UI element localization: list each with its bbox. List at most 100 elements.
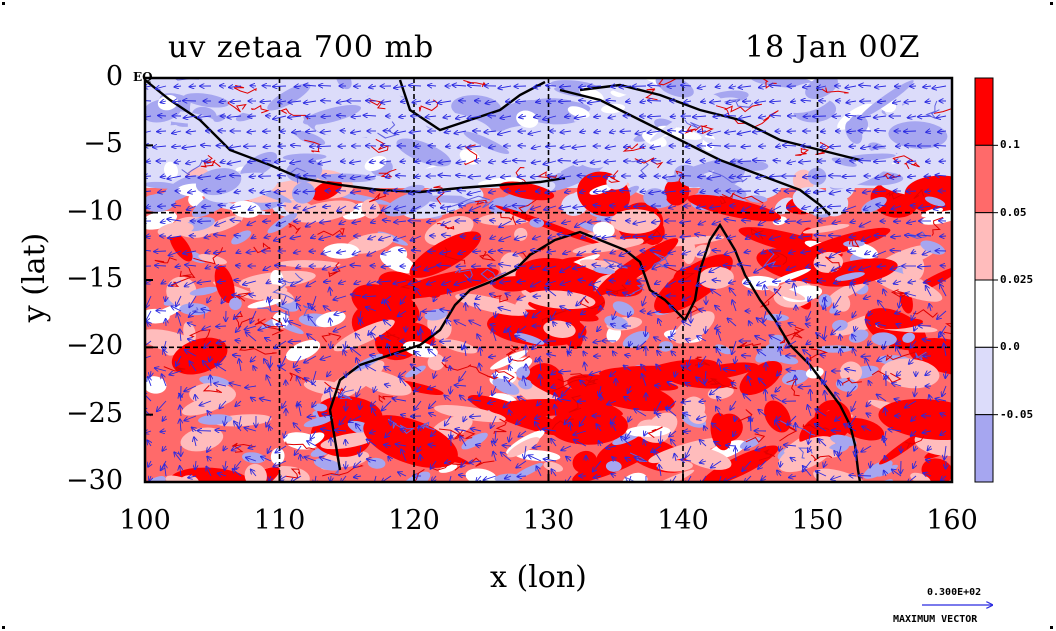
wind-vector xyxy=(292,131,302,132)
x-tick-label: 110 xyxy=(253,505,306,536)
wind-vector xyxy=(173,101,182,102)
wind-vector xyxy=(846,115,857,116)
contour-line xyxy=(745,433,766,443)
wind-vector xyxy=(610,131,617,133)
wind-vector xyxy=(474,220,482,221)
wind-vector xyxy=(517,221,527,222)
contour-line xyxy=(707,377,720,385)
wind-vector xyxy=(890,176,902,178)
reference-vector-value: 0.300E+02 xyxy=(927,587,982,598)
wind-vector xyxy=(560,131,572,132)
wind-vector xyxy=(878,101,887,102)
wind-vector xyxy=(829,236,842,237)
wind-vector xyxy=(559,206,572,208)
wind-vector xyxy=(624,146,632,147)
wind-vector xyxy=(411,205,422,211)
wind-vector xyxy=(803,176,812,177)
wind-vector xyxy=(606,146,617,148)
contour-line xyxy=(441,361,472,371)
contour-line xyxy=(684,119,702,129)
shade-blob xyxy=(738,177,782,200)
wind-vector xyxy=(753,131,767,132)
wind-vector xyxy=(860,220,872,227)
contour-line xyxy=(321,332,342,343)
shade-blob xyxy=(303,416,334,428)
wind-vector xyxy=(331,340,332,348)
wind-vector xyxy=(501,176,512,177)
contour-line xyxy=(694,125,714,135)
wind-vector xyxy=(452,85,467,86)
wind-vector xyxy=(498,130,512,134)
wind-vector xyxy=(515,266,527,267)
wind-vector xyxy=(761,206,767,209)
wind-vector xyxy=(263,221,272,222)
wind-vector xyxy=(544,205,557,210)
wind-vector xyxy=(620,131,632,132)
contour-line xyxy=(493,418,507,435)
wind-vector xyxy=(157,131,167,132)
x-tick-label: 160 xyxy=(926,505,978,536)
shade-blob xyxy=(863,460,893,479)
wind-vector xyxy=(484,131,497,132)
wind-vector xyxy=(236,265,242,266)
wind-vector xyxy=(168,236,182,238)
wind-vector xyxy=(565,116,572,117)
shade-blob xyxy=(427,353,445,371)
wind-vector xyxy=(303,191,317,192)
wind-vector xyxy=(146,206,152,208)
contour-line xyxy=(825,256,841,273)
wind-vector xyxy=(863,191,872,193)
wind-vector xyxy=(369,86,377,88)
wind-vector xyxy=(626,101,632,102)
shade-blob xyxy=(499,181,555,201)
wind-vector xyxy=(640,191,647,192)
wind-vector xyxy=(161,176,167,177)
wind-vector xyxy=(278,175,287,176)
wind-vector xyxy=(681,85,692,86)
wind-vector xyxy=(770,101,782,102)
wind-vector xyxy=(319,236,332,239)
wind-vector xyxy=(821,146,827,147)
wind-vector xyxy=(228,161,242,164)
wind-vector xyxy=(438,191,452,193)
contour-line xyxy=(913,309,938,318)
contour-line xyxy=(815,141,830,155)
shade-blob xyxy=(673,268,695,293)
wind-vector xyxy=(773,160,782,161)
wind-vector xyxy=(266,205,272,206)
shade-blob xyxy=(871,332,897,346)
wind-vector xyxy=(409,191,422,194)
wind-vector xyxy=(894,161,902,162)
wind-vector xyxy=(204,236,212,238)
wind-vector xyxy=(925,101,932,102)
wind-vector xyxy=(503,445,512,446)
contour-line xyxy=(519,246,547,259)
shade-blob xyxy=(240,151,278,179)
wind-vector xyxy=(805,191,812,192)
chart-timestamp: 18 Jan 00Z xyxy=(745,30,921,65)
wind-vector xyxy=(795,423,796,432)
wind-vector xyxy=(864,206,872,210)
wind-vector xyxy=(380,161,392,163)
wind-vector xyxy=(667,86,677,87)
wind-vector xyxy=(698,86,707,88)
wind-vector xyxy=(801,100,812,101)
wind-vector xyxy=(601,306,602,312)
colorbar-label: 0.1 xyxy=(1000,138,1020,152)
wind-vector xyxy=(146,161,152,162)
wind-vector xyxy=(456,175,467,176)
colorbar-label: 0.025 xyxy=(1000,273,1034,286)
contour-line xyxy=(810,454,833,462)
wind-vector xyxy=(306,116,317,117)
wind-vector xyxy=(727,101,737,103)
contour-line xyxy=(931,216,944,236)
wind-vector xyxy=(925,191,932,192)
shade-blob xyxy=(180,427,224,452)
wind-vector xyxy=(785,221,797,222)
wind-vector xyxy=(755,191,767,192)
wind-vector xyxy=(201,145,212,146)
wind-vector xyxy=(739,116,752,119)
contour-line xyxy=(795,147,810,156)
wind-vector xyxy=(156,86,167,89)
wind-vector xyxy=(738,161,752,162)
